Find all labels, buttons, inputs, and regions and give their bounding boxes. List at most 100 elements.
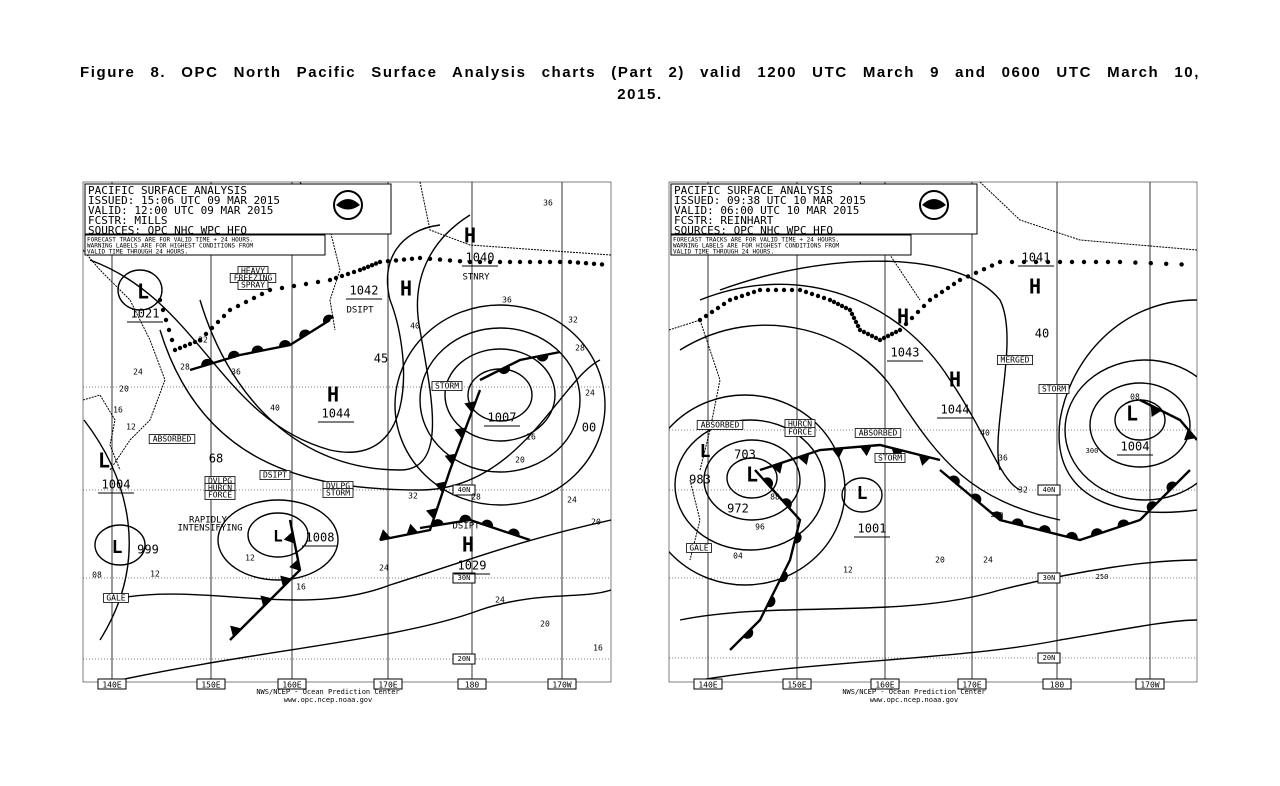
caption-line: Figure 8. OPC North Pacific Surface Anal… xyxy=(80,64,1200,81)
ice-edge-dot xyxy=(182,343,188,349)
pressure-center: L xyxy=(857,483,868,504)
map-label: 36 xyxy=(231,368,241,377)
ice-edge-dot xyxy=(973,270,979,275)
map-label: 12 xyxy=(150,570,160,579)
ice-edge-dot xyxy=(909,315,915,321)
map-label: 983 xyxy=(689,473,711,487)
ice-edge-dot xyxy=(447,258,453,263)
ice-edge-dot xyxy=(939,289,945,295)
map-label: 28 xyxy=(180,363,190,372)
label-box xyxy=(686,543,712,553)
map-label: STORM xyxy=(878,454,902,463)
map-label: 1004 xyxy=(1121,440,1150,454)
map-label: HEAVY xyxy=(241,267,265,276)
isobar xyxy=(679,559,1197,621)
isobar xyxy=(419,327,581,473)
ice-edge-dot xyxy=(1069,259,1075,265)
ice-edge-dot xyxy=(327,277,333,283)
lon-box xyxy=(870,678,900,690)
isobar xyxy=(1114,399,1166,441)
label-box xyxy=(204,490,236,500)
ice-edge-dot xyxy=(809,291,815,297)
pressure-center: H xyxy=(462,533,474,557)
warm-front-barb xyxy=(1065,531,1078,540)
label-box xyxy=(103,593,129,603)
ice-edge-dot xyxy=(1081,259,1087,265)
label-box xyxy=(148,434,196,444)
map-label: 24 xyxy=(133,368,143,377)
map-label: 12 xyxy=(843,566,853,575)
warning-text: VALID TIME THROUGH 24 HOURS. xyxy=(87,249,188,256)
warning-text: WARNING LABELS ARE FOR HIGHEST CONDITION… xyxy=(87,243,254,250)
map-label: 1040 xyxy=(466,251,495,265)
ice-edge-dot xyxy=(361,266,367,271)
warm-front-barb xyxy=(766,595,776,608)
coastline xyxy=(689,479,701,561)
warm-front-barb xyxy=(794,531,802,544)
lon-label: 180 xyxy=(1050,681,1065,690)
lat-box xyxy=(452,653,476,665)
ice-edge-dot xyxy=(1009,259,1015,265)
map-label: 16 xyxy=(113,406,123,415)
warning-text: FORECAST TRACKS ARE FOR VALID TIME + 24 … xyxy=(673,237,839,244)
isobar xyxy=(1064,359,1197,501)
map-label: 20 xyxy=(119,385,129,394)
cold-front-barb xyxy=(406,523,419,535)
ice-edge-dot xyxy=(267,287,273,293)
ice-edge-dot xyxy=(827,297,833,303)
ice-edge-dot xyxy=(345,271,351,277)
ice-edge-dot xyxy=(789,287,795,293)
map-label: 32 xyxy=(1018,486,1028,495)
ice-edge-dot xyxy=(591,261,597,266)
map-body xyxy=(669,182,1197,682)
ice-edge-dot xyxy=(773,287,779,293)
ice-edge-dot xyxy=(187,341,193,347)
lon-box xyxy=(547,678,577,690)
warm-front-barb xyxy=(201,358,213,367)
map-label: 08 xyxy=(1130,393,1140,402)
cold-front-barb xyxy=(230,625,242,637)
ice-edge-dot xyxy=(547,259,553,265)
warning-text: FORECAST TRACKS ARE FOR VALID TIME + 24 … xyxy=(87,237,253,244)
map-label: RAPIDLY xyxy=(189,516,228,526)
ice-edge-dot xyxy=(517,259,523,265)
ice-edge-dot xyxy=(915,309,921,315)
map-label: STORM xyxy=(1042,385,1066,394)
ice-edge-dot xyxy=(351,269,357,275)
map-label: STORM xyxy=(435,382,459,391)
map-label: 20 xyxy=(935,556,945,565)
front xyxy=(379,389,482,542)
label-box xyxy=(431,381,463,391)
map-label: 12 xyxy=(245,554,255,563)
map-label: 45 xyxy=(374,352,388,366)
cold-front-barb xyxy=(831,448,844,459)
ice-edge-dot xyxy=(873,335,879,341)
header-text: VALID: 12:00 UTC 09 MAR 2015 xyxy=(88,204,273,217)
warm-front-barb xyxy=(1166,481,1177,492)
map-label: 24 xyxy=(585,389,595,398)
cold-front-barb xyxy=(771,462,783,474)
isobar xyxy=(841,477,883,513)
map-label: INTENSIFYING xyxy=(177,524,242,534)
ice-edge-dot xyxy=(933,293,939,299)
ice-edge-dot xyxy=(1133,260,1138,265)
map-label: DSIPT xyxy=(346,306,374,316)
warm-front-barb xyxy=(949,475,960,486)
ice-edge-dot xyxy=(1179,262,1184,267)
ice-edge-dot xyxy=(393,258,399,263)
lon-box xyxy=(1042,678,1072,690)
warm-front-barb xyxy=(1091,528,1103,537)
map-label: 24 xyxy=(495,596,505,605)
lon-box xyxy=(373,678,403,690)
isobar xyxy=(699,619,1197,681)
map-label: FORCE xyxy=(208,491,232,500)
isobar xyxy=(669,394,846,586)
ice-edge-dot xyxy=(889,331,895,337)
map-label: STNRY xyxy=(462,273,490,283)
warm-front-barb xyxy=(279,339,291,348)
ice-edge-dot xyxy=(567,259,573,265)
pressure-center: L xyxy=(112,537,123,558)
pressure-center: L xyxy=(273,527,283,546)
lat-label: 40N xyxy=(458,486,471,494)
